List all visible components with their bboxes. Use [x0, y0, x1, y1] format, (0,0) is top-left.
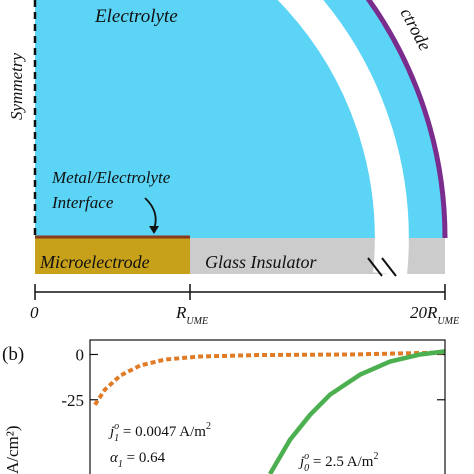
- label: Glass Insulator: [205, 252, 318, 272]
- text: 0: [304, 463, 309, 474]
- text: R: [175, 303, 187, 322]
- y-tick-label: 0: [76, 345, 85, 364]
- label: Electrolyte: [94, 6, 178, 27]
- text: = 0.0047 A/m: [119, 424, 206, 440]
- text: j: [298, 454, 304, 470]
- panel-label: (b): [2, 344, 24, 365]
- plot: [90, 349, 446, 474]
- microelectrode-region: [35, 238, 190, 274]
- text: 1: [114, 433, 119, 444]
- text: 1: [118, 459, 123, 470]
- text: o: [114, 421, 119, 432]
- text: UME: [437, 316, 459, 327]
- label: Interface: [51, 193, 114, 212]
- annotation: jo 0 = 2.5 A/m2: [298, 451, 378, 474]
- text: = 2.5 A/m: [309, 454, 374, 470]
- label: Microelectrode: [39, 252, 150, 272]
- arrow-head: [149, 226, 159, 234]
- label: Metal/Electrolyte: [51, 168, 171, 187]
- position-label: 20RUME: [410, 303, 459, 327]
- text: α: [110, 450, 119, 466]
- series-line: [268, 349, 446, 474]
- counter-electrode-arc: [365, 0, 448, 239]
- position-label: 0: [30, 303, 39, 322]
- text: 0: [30, 303, 39, 322]
- label: Symmetry: [7, 53, 26, 120]
- text: = 0.64: [123, 450, 166, 466]
- gap-ring: [277, 0, 409, 276]
- y-tick-label: -25: [61, 391, 84, 410]
- text: o: [304, 451, 309, 462]
- text: 20R: [410, 303, 438, 322]
- plot-frame: [89, 339, 446, 474]
- text: 2: [373, 451, 378, 462]
- y-axis-label: A/cm²): [3, 425, 22, 474]
- label: ctrode: [396, 4, 435, 53]
- annotation: α1 = 0.64: [110, 450, 166, 470]
- text: j: [108, 424, 114, 440]
- position-label: RUME: [175, 303, 208, 327]
- break-mark: [367, 257, 383, 277]
- series-line: [93, 350, 446, 406]
- break-mark: [381, 257, 397, 277]
- text: UME: [186, 316, 208, 327]
- text: 2: [206, 421, 211, 432]
- annotation: jo 1 = 0.0047 A/m2: [108, 421, 211, 444]
